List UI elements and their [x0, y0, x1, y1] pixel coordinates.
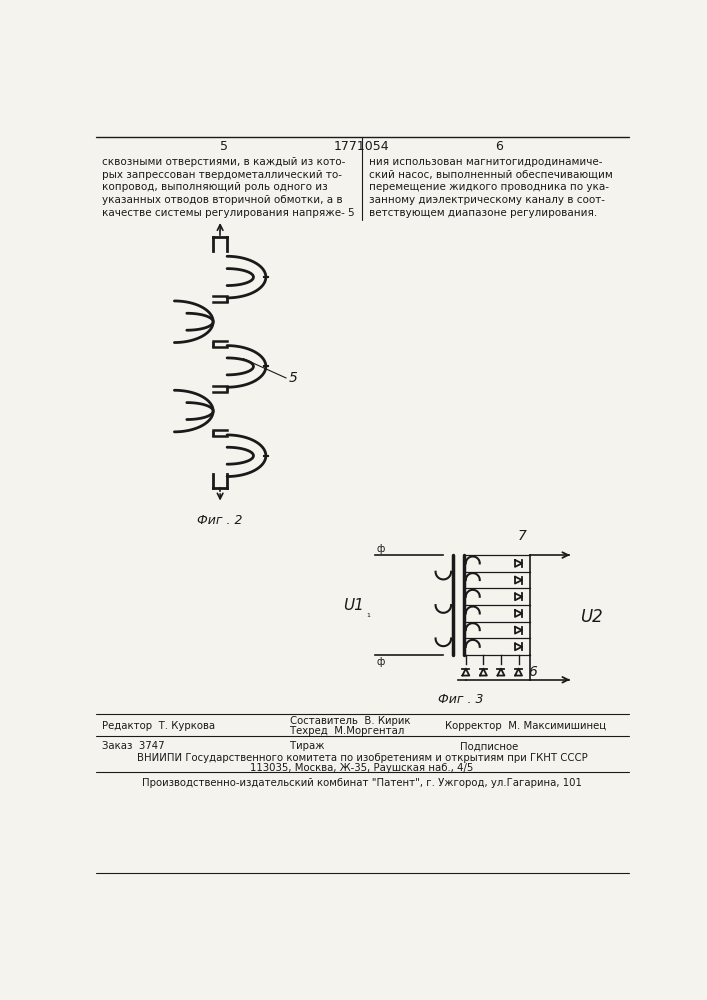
Text: рых запрессован твердометаллический то-: рых запрессован твердометаллический то- — [103, 170, 342, 180]
Text: ветствующем диапазоне регулирования.: ветствующем диапазоне регулирования. — [369, 208, 597, 218]
Text: Заказ  3747: Заказ 3747 — [103, 741, 165, 751]
Text: ния использован магнитогидродинамиче-: ния использован магнитогидродинамиче- — [369, 157, 602, 167]
Text: Производственно-издательский комбинат "Патент", г. Ужгород, ул.Гагарина, 101: Производственно-издательский комбинат "П… — [142, 778, 582, 788]
Text: Подписное: Подписное — [460, 741, 519, 751]
Text: качестве системы регулирования напряже-: качестве системы регулирования напряже- — [103, 208, 345, 218]
Text: указанных отводов вторичной обмотки, а в: указанных отводов вторичной обмотки, а в — [103, 195, 343, 205]
Text: 5: 5 — [220, 140, 228, 153]
Text: ф: ф — [377, 657, 385, 667]
Text: ф: ф — [377, 544, 385, 554]
Text: перемещение жидкого проводника по ука-: перемещение жидкого проводника по ука- — [369, 182, 609, 192]
Text: Составитель  В. Кирик: Составитель В. Кирик — [290, 716, 410, 726]
Text: 6: 6 — [495, 140, 503, 153]
Text: U1: U1 — [343, 598, 363, 613]
Text: ₁: ₁ — [366, 609, 370, 619]
Text: 1771054: 1771054 — [334, 140, 390, 153]
Text: U2: U2 — [580, 608, 603, 626]
Text: 113035, Москва, Ж-35, Раушская наб., 4/5: 113035, Москва, Ж-35, Раушская наб., 4/5 — [250, 763, 474, 773]
Text: ский насос, выполненный обеспечивающим: ский насос, выполненный обеспечивающим — [369, 170, 613, 180]
Text: сквозными отверстиями, в каждый из кото-: сквозными отверстиями, в каждый из кото- — [103, 157, 346, 167]
Text: 5: 5 — [288, 371, 297, 385]
Text: Фиг . 2: Фиг . 2 — [197, 514, 243, 527]
Text: 6: 6 — [528, 665, 537, 679]
Text: занному диэлектрическому каналу в соот-: занному диэлектрическому каналу в соот- — [369, 195, 605, 205]
Text: 5: 5 — [347, 208, 354, 218]
Text: ВНИИПИ Государственного комитета по изобретениям и открытиям при ГКНТ СССР: ВНИИПИ Государственного комитета по изоб… — [136, 753, 588, 763]
Text: Техред  М.Моргентал: Техред М.Моргентал — [290, 726, 404, 736]
Text: 7: 7 — [518, 530, 527, 544]
Text: Фиг . 3: Фиг . 3 — [438, 693, 483, 706]
Text: Корректор  М. Максимишинец: Корректор М. Максимишинец — [445, 721, 606, 731]
Text: Редактор  Т. Куркова: Редактор Т. Куркова — [103, 721, 216, 731]
Text: Тираж: Тираж — [290, 741, 325, 751]
Text: копровод, выполняющий роль одного из: копровод, выполняющий роль одного из — [103, 182, 328, 192]
